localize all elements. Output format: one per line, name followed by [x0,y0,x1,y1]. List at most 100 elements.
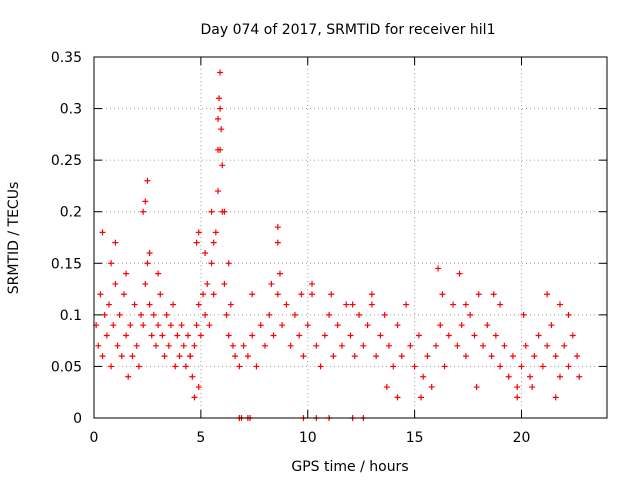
y-tick-label: 0.15 [51,256,82,272]
data-point [140,208,147,215]
data-point [253,363,260,370]
data-point [123,270,130,277]
data-point [216,95,223,102]
plot-frame [93,56,608,419]
data-point [527,373,534,380]
data-point [212,229,219,236]
data-point [127,322,134,329]
data-point [146,249,153,256]
data-point [157,291,164,298]
data-point [351,353,358,360]
data-point [221,208,228,215]
data-point [116,311,123,318]
y-tick-label: 0.25 [51,153,82,169]
data-point [142,280,149,287]
data-point [214,115,221,122]
y-axis-label: SRMTID / TECUs [6,182,22,295]
data-point [462,353,469,360]
data-point [411,363,418,370]
data-point [138,311,145,318]
data-point [221,280,228,287]
data-point [433,342,439,349]
data-point [383,384,390,391]
data-point [114,342,121,349]
y-tick-label: 0.2 [60,205,82,221]
data-point [309,280,316,287]
data-point [424,353,431,360]
data-point [112,280,119,287]
data-point [146,301,153,308]
data-point [191,342,198,349]
data-point [531,353,538,360]
data-points [93,69,583,421]
data-point [249,332,256,339]
data-point [420,373,427,380]
data-point [480,342,487,349]
data-point [240,342,247,349]
data-point [103,332,110,339]
data-point [110,322,117,329]
data-point [172,363,179,370]
data-point [313,342,320,349]
data-point [514,394,521,401]
data-point [197,332,204,339]
data-point [225,332,232,339]
data-point [326,311,333,318]
data-point [407,342,414,349]
data-point [574,353,581,360]
data-point [471,332,478,339]
data-point [529,384,536,391]
data-point [135,363,142,370]
data-point [552,353,559,360]
data-point [556,301,563,308]
data-point [544,342,551,349]
data-point [437,322,444,329]
data-point [514,384,521,391]
data-point [152,342,159,349]
data-point [497,301,504,308]
data-point [144,260,151,267]
data-point [445,332,452,339]
data-point [509,353,516,360]
data-point [561,342,568,349]
data-point [334,322,341,329]
data-point [475,291,482,298]
data-point [368,301,375,308]
data-point [360,342,367,349]
data-point [182,363,189,370]
data-point [418,394,425,401]
data-point [229,342,236,349]
x-tick-label: 15 [406,430,424,446]
y-tick-label: 0.1 [60,308,82,324]
data-point [195,301,202,308]
data-point [123,332,130,339]
data-point [202,249,209,256]
data-point [218,126,225,133]
y-tick-labels: 0 0.05 0.1 0.15 0.2 0.25 0.3 0.35 [51,50,82,427]
data-point [195,384,202,391]
data-point [435,265,442,272]
data-point [140,322,147,329]
data-point [118,353,125,360]
data-point [569,332,576,339]
data-point [300,353,307,360]
data-point [270,332,277,339]
data-point [276,270,283,277]
data-point [356,311,363,318]
data-point [450,301,457,308]
data-point [178,322,185,329]
data-point [492,332,499,339]
data-point [195,229,202,236]
data-point [131,301,138,308]
data-point [298,291,305,298]
data-point [373,353,380,360]
data-point [200,291,207,298]
data-point [458,322,465,329]
data-point [101,311,108,318]
data-point [161,353,168,360]
data-point [552,394,559,401]
data-point [403,301,410,308]
data-point [484,322,491,329]
data-point [304,322,311,329]
